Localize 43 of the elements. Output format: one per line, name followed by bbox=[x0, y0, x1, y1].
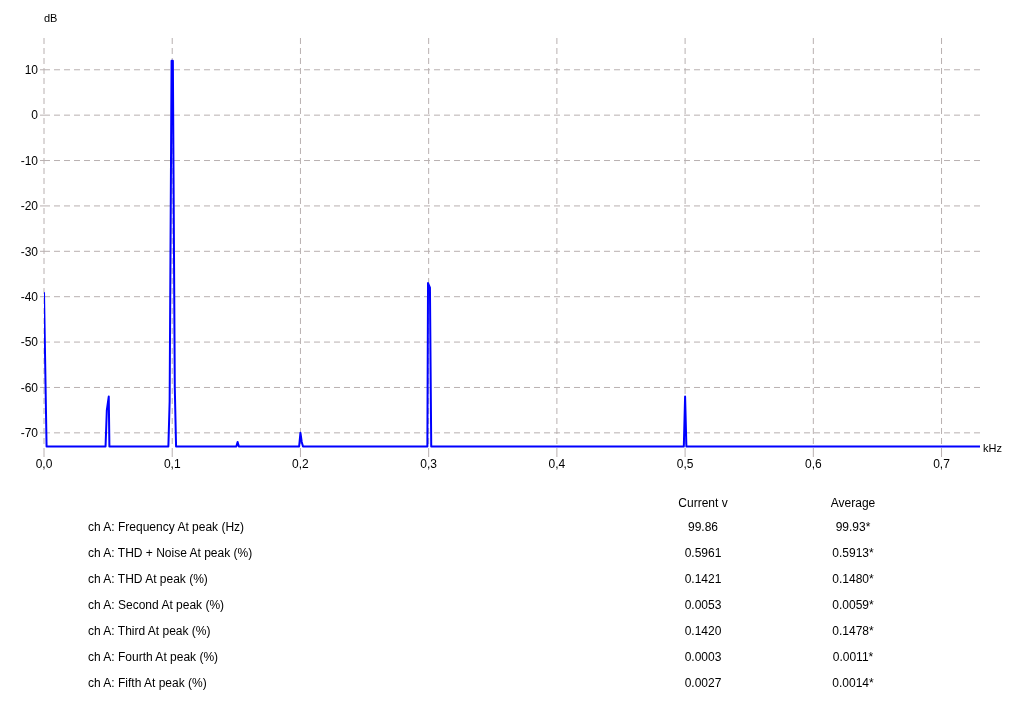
y-tick-label: -60 bbox=[20, 380, 39, 395]
y-tick-label: 10 bbox=[24, 63, 39, 78]
text: 0.0011* bbox=[831, 650, 875, 664]
y-tick-label: -30 bbox=[20, 244, 39, 259]
text: ch A: THD + Noise At peak (%) bbox=[87, 546, 254, 560]
text: 99.93* bbox=[834, 520, 872, 534]
x-tick-label: 0,2 bbox=[292, 456, 310, 471]
x-tick-label: 0,3 bbox=[420, 456, 438, 471]
y-tick-label: -70 bbox=[20, 426, 39, 441]
x-tick-label: 0,1 bbox=[163, 456, 181, 471]
line-series bbox=[44, 59, 980, 448]
text: ch A: Third At peak (%) bbox=[87, 624, 212, 638]
text: 0.0003 bbox=[683, 650, 723, 664]
text: 0.0027 bbox=[683, 676, 723, 690]
text: ch A: Frequency At peak (Hz) bbox=[87, 520, 246, 534]
x-axis-title: kHz bbox=[983, 442, 1002, 454]
text: 0.1478* bbox=[831, 624, 875, 638]
text: ch A: Fifth At peak (%) bbox=[87, 676, 208, 690]
text: 0.0059* bbox=[831, 598, 875, 612]
text: 0.1421 bbox=[683, 572, 723, 586]
text: 0.0014* bbox=[831, 676, 875, 690]
x-tick-label: 0,6 bbox=[804, 456, 822, 471]
text: 0.0053 bbox=[683, 598, 723, 612]
text: 0.5913* bbox=[831, 546, 875, 560]
x-tick-label: 0,0 bbox=[35, 456, 53, 471]
text: ch A: THD At peak (%) bbox=[87, 572, 209, 586]
y-tick-label: -10 bbox=[20, 153, 39, 168]
y-tick-label: -20 bbox=[20, 199, 39, 214]
y-tick-label: 0 bbox=[31, 108, 39, 123]
text: ch A: Fourth At peak (%) bbox=[87, 650, 220, 664]
x-tick-label: 0,7 bbox=[933, 456, 951, 471]
y-tick-label: -40 bbox=[20, 289, 39, 304]
text: ch A: Second At peak (%) bbox=[87, 598, 226, 612]
x-tick-label: 0,5 bbox=[676, 456, 694, 471]
text: 0.5961 bbox=[683, 546, 723, 560]
text: 0.1420 bbox=[683, 624, 723, 638]
x-tick-label: 0,4 bbox=[548, 456, 566, 471]
text: Average bbox=[829, 496, 877, 510]
y-axis-title: dB bbox=[44, 12, 58, 24]
text: Current v bbox=[677, 496, 729, 510]
text: 0.1480* bbox=[831, 572, 875, 586]
y-tick-label: -50 bbox=[20, 335, 39, 350]
text: 99.86 bbox=[687, 520, 719, 534]
